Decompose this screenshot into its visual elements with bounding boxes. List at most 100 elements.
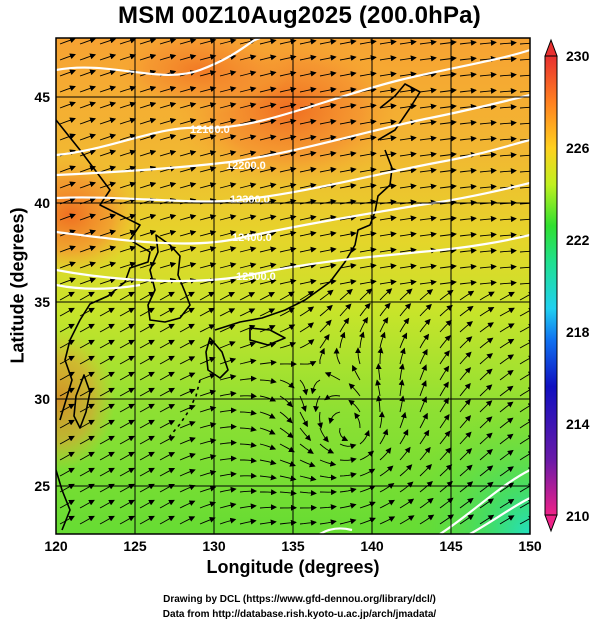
- streamline-arrow: [319, 333, 330, 349]
- streamline-arrow: [419, 318, 431, 333]
- streamline-arrow: [519, 266, 530, 269]
- streamline-arrow: [99, 277, 117, 285]
- plot-area: 12100.0 12200.0 12300.0 12400.0 12500.0: [56, 38, 530, 534]
- streamline-arrow: [199, 86, 217, 93]
- streamline-arrow: [359, 151, 377, 158]
- streamline-arrow: [459, 497, 474, 509]
- streamline-arrow: [359, 302, 371, 317]
- streamline-arrow: [119, 451, 135, 461]
- streamline-arrow: [319, 70, 337, 77]
- streamline-arrow: [459, 464, 473, 477]
- streamline-arrow: [119, 85, 137, 93]
- streamline-arrow: [79, 467, 95, 477]
- streamline-arrow: [379, 279, 397, 286]
- streamline-arrow: [339, 183, 357, 189]
- streamline-arrow: [199, 438, 217, 445]
- streamline-arrow: [479, 432, 493, 445]
- streamline-arrow: [459, 321, 473, 333]
- streamline-arrow: [479, 416, 493, 429]
- streamline-arrow: [139, 467, 155, 477]
- streamline-arrow: [339, 263, 357, 269]
- streamline-arrow: [519, 402, 530, 413]
- streamline-arrow: [359, 288, 373, 301]
- streamline-arrow: [359, 167, 377, 174]
- streamline-arrow: [499, 248, 517, 255]
- streamline-arrow: [299, 322, 314, 333]
- streamline-arrow: [333, 347, 341, 365]
- streamline-arrow: [319, 54, 337, 61]
- streamline-arrow: [179, 102, 197, 109]
- streamline-arrow: [339, 303, 352, 317]
- streamline-arrow: [239, 518, 257, 525]
- colorbar-label-230: 230: [566, 48, 590, 64]
- streamline-arrow: [499, 338, 515, 349]
- streamline-arrow: [119, 101, 137, 109]
- streamline-arrow: [59, 291, 75, 301]
- streamline-arrow: [459, 431, 472, 445]
- streamline-arrow: [439, 55, 457, 62]
- streamline-arrow: [299, 214, 317, 221]
- streamline-arrow: [99, 339, 115, 349]
- streamline-arrow: [319, 443, 335, 454]
- streamline-arrow: [239, 102, 257, 109]
- streamline-arrow: [119, 149, 137, 157]
- streamline-arrow: [79, 419, 95, 429]
- streamline-arrow: [419, 289, 434, 301]
- streamline-arrow: [359, 317, 369, 333]
- streamline-arrow: [319, 214, 337, 221]
- streamline-arrow: [79, 101, 97, 109]
- streamline-arrow: [159, 436, 176, 445]
- streamline-arrow: [59, 355, 75, 365]
- streamline-arrow: [359, 39, 377, 46]
- streamline-arrow: [339, 103, 357, 109]
- streamline-arrow: [259, 102, 277, 109]
- streamline-arrow: [199, 214, 217, 221]
- streamline-arrow: [259, 86, 277, 93]
- streamline-arrow: [439, 215, 457, 222]
- streamline-arrow: [399, 183, 417, 190]
- chart-title: MSM 00Z10Aug2025 (200.0hPa): [118, 2, 481, 29]
- streamline-arrow: [139, 387, 155, 397]
- streamline-arrow: [119, 387, 135, 397]
- streamline-arrow: [219, 439, 237, 446]
- streamline-arrow: [499, 168, 517, 175]
- streamline-arrow: [479, 151, 497, 158]
- streamline-arrow: [459, 336, 473, 349]
- streamline-arrow: [439, 247, 457, 254]
- streamline-arrow: [319, 150, 337, 157]
- streamline-arrow: [219, 166, 237, 173]
- streamline-arrow: [459, 481, 474, 493]
- streamline-arrow: [479, 87, 497, 94]
- streamline-arrow: [519, 355, 530, 365]
- kyushu-coast: [205, 337, 229, 379]
- streamline-arrow: [319, 459, 337, 467]
- streamline-arrow: [459, 305, 474, 317]
- streamline-arrow: [310, 379, 321, 395]
- streamline-arrow: [199, 230, 217, 237]
- streamline-arrow: [519, 250, 530, 253]
- streamline-arrow: [199, 485, 217, 493]
- streamline-arrow: [99, 451, 115, 461]
- streamline-arrow: [99, 38, 117, 45]
- streamline-arrow: [519, 339, 530, 349]
- streamline-arrow: [199, 389, 217, 397]
- streamline-arrow: [79, 277, 97, 285]
- streamline-arrow: [219, 341, 236, 349]
- streamline-arrow: [219, 502, 237, 509]
- streamline-arrow: [359, 429, 370, 445]
- streamline-arrow: [319, 278, 337, 285]
- streamline-arrow: [59, 451, 75, 461]
- streamline-arrow: [499, 232, 517, 239]
- streamline-arrow: [119, 499, 135, 509]
- streamline-arrow: [379, 331, 386, 349]
- streamline-arrow: [119, 53, 137, 61]
- streamline-arrow: [459, 290, 475, 301]
- streamline-arrow: [399, 215, 417, 222]
- streamline-arrow: [279, 307, 295, 317]
- streamline-arrow: [279, 379, 295, 389]
- streamline-arrow: [499, 401, 514, 413]
- streamline-arrow: [219, 278, 237, 285]
- streamline-arrow: [159, 117, 177, 125]
- streamline-arrow: [239, 230, 257, 237]
- streamline-arrow: [299, 475, 317, 482]
